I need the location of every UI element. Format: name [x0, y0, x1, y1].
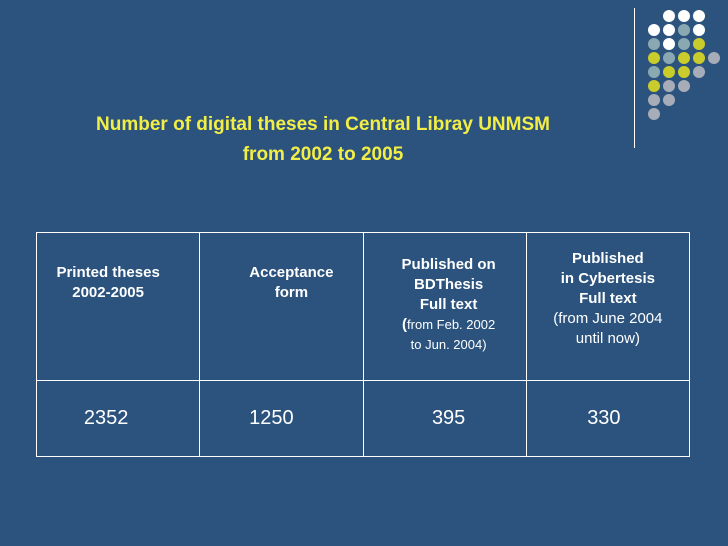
decorative-dot [693, 24, 705, 36]
decorative-dot [693, 66, 705, 78]
cell-value: 1250 [249, 407, 294, 429]
decorative-dot [648, 24, 660, 36]
header-text: until now) [575, 329, 640, 347]
header-text: in Cybertesis [560, 269, 655, 287]
decorative-dot [663, 38, 675, 50]
decorative-dot [693, 38, 705, 50]
header-text: from Feb. 2002 [407, 316, 496, 332]
decorative-dot [663, 24, 675, 36]
decorative-dot [693, 52, 705, 64]
decorative-dot [663, 80, 675, 92]
header-text: ( [402, 315, 408, 333]
header-bdthesis: Published on BDThesis Full text (from Fe… [362, 232, 527, 381]
value-acceptance-form: 1250 [199, 380, 364, 457]
decorative-dot [663, 66, 675, 78]
value-printed-theses: 2352 [35, 380, 201, 457]
cell-value: 2352 [83, 407, 129, 429]
cell-value: 395 [431, 407, 466, 429]
theses-table: Printed theses 2002-2005 Acceptance form… [35, 232, 691, 457]
header-text: Published on [401, 255, 496, 273]
decorative-dot [663, 10, 675, 22]
decorative-dot [663, 94, 675, 106]
header-text: BDThesis [414, 275, 484, 293]
header-acceptance-form: Acceptance form [199, 232, 364, 381]
header-text: Full text [419, 295, 478, 313]
decorative-dot [678, 38, 690, 50]
decorative-dot-grid [648, 10, 728, 120]
cell-value: 330 [587, 407, 621, 429]
slide-title-line-1: Number of digital theses in Central Libr… [96, 114, 550, 135]
slide-title: Number of digital theses in Central Libr… [18, 110, 628, 170]
header-text: (from June 2004 [553, 309, 663, 327]
table-header-row: Printed theses 2002-2005 Acceptance form… [35, 232, 691, 381]
header-printed-theses: Printed theses 2002-2005 [35, 232, 201, 381]
header-text: Printed theses [56, 263, 160, 281]
value-cybertesis: 330 [525, 380, 691, 457]
decorative-dot [648, 38, 660, 50]
table-row: 2352 1250 395 330 [35, 380, 691, 457]
decorative-dot [678, 10, 690, 22]
decorative-dot [648, 94, 660, 106]
header-cybertesis: Published in Cybertesis Full text (from … [525, 232, 691, 381]
header-text: to Jun. 2004) [410, 336, 487, 352]
decorative-dot [708, 52, 720, 64]
header-text: Published [572, 249, 644, 267]
header-text: form [274, 283, 309, 301]
decorative-dot [663, 52, 675, 64]
header-text: 2002-2005 [72, 283, 144, 301]
header-text: Full text [579, 289, 637, 307]
decorative-dot [678, 66, 690, 78]
decorative-dot [648, 66, 660, 78]
decorative-divider [634, 8, 635, 148]
decorative-dot [678, 24, 690, 36]
decorative-dot [648, 108, 660, 120]
header-text: Acceptance [249, 263, 334, 281]
decorative-dot [678, 80, 690, 92]
decorative-dot [648, 52, 660, 64]
slide-title-line-2: from 2002 to 2005 [242, 144, 404, 165]
decorative-dot [693, 10, 705, 22]
decorative-dot [648, 80, 660, 92]
decorative-dot [678, 52, 690, 64]
value-bdthesis: 395 [362, 380, 527, 457]
